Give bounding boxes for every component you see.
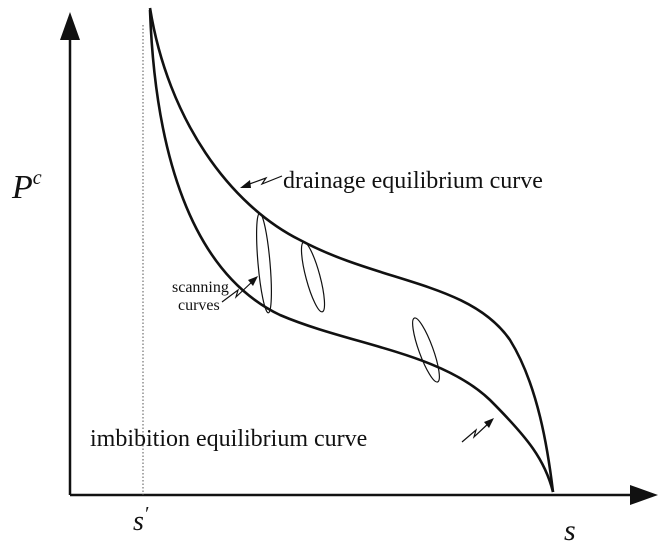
- imbibition-label: imbibition equilibrium curve: [90, 426, 367, 452]
- pointer-head: [484, 418, 494, 428]
- imbibition-curve: [148, 9, 555, 493]
- pointer: [221, 279, 255, 303]
- pointer-head: [240, 180, 251, 188]
- y-axis-arrow: [60, 12, 80, 40]
- scanning-loop: [412, 317, 440, 383]
- drainage-curve: [148, 7, 555, 493]
- x-marker-label: s′: [133, 503, 149, 537]
- drainage-label: drainage equilibrium curve: [283, 168, 543, 194]
- pointer-head: [248, 276, 258, 286]
- y-axis-label: Pc: [11, 167, 42, 206]
- x-axis-label: s: [564, 514, 576, 545]
- pointer: [243, 175, 283, 187]
- scanning-label: scanning: [172, 279, 229, 296]
- x-axis-arrow: [630, 485, 658, 505]
- scanning-loop: [256, 212, 272, 314]
- pointer: [461, 421, 491, 443]
- scanning-label: curves: [178, 297, 220, 314]
- scanning-loop: [300, 241, 326, 313]
